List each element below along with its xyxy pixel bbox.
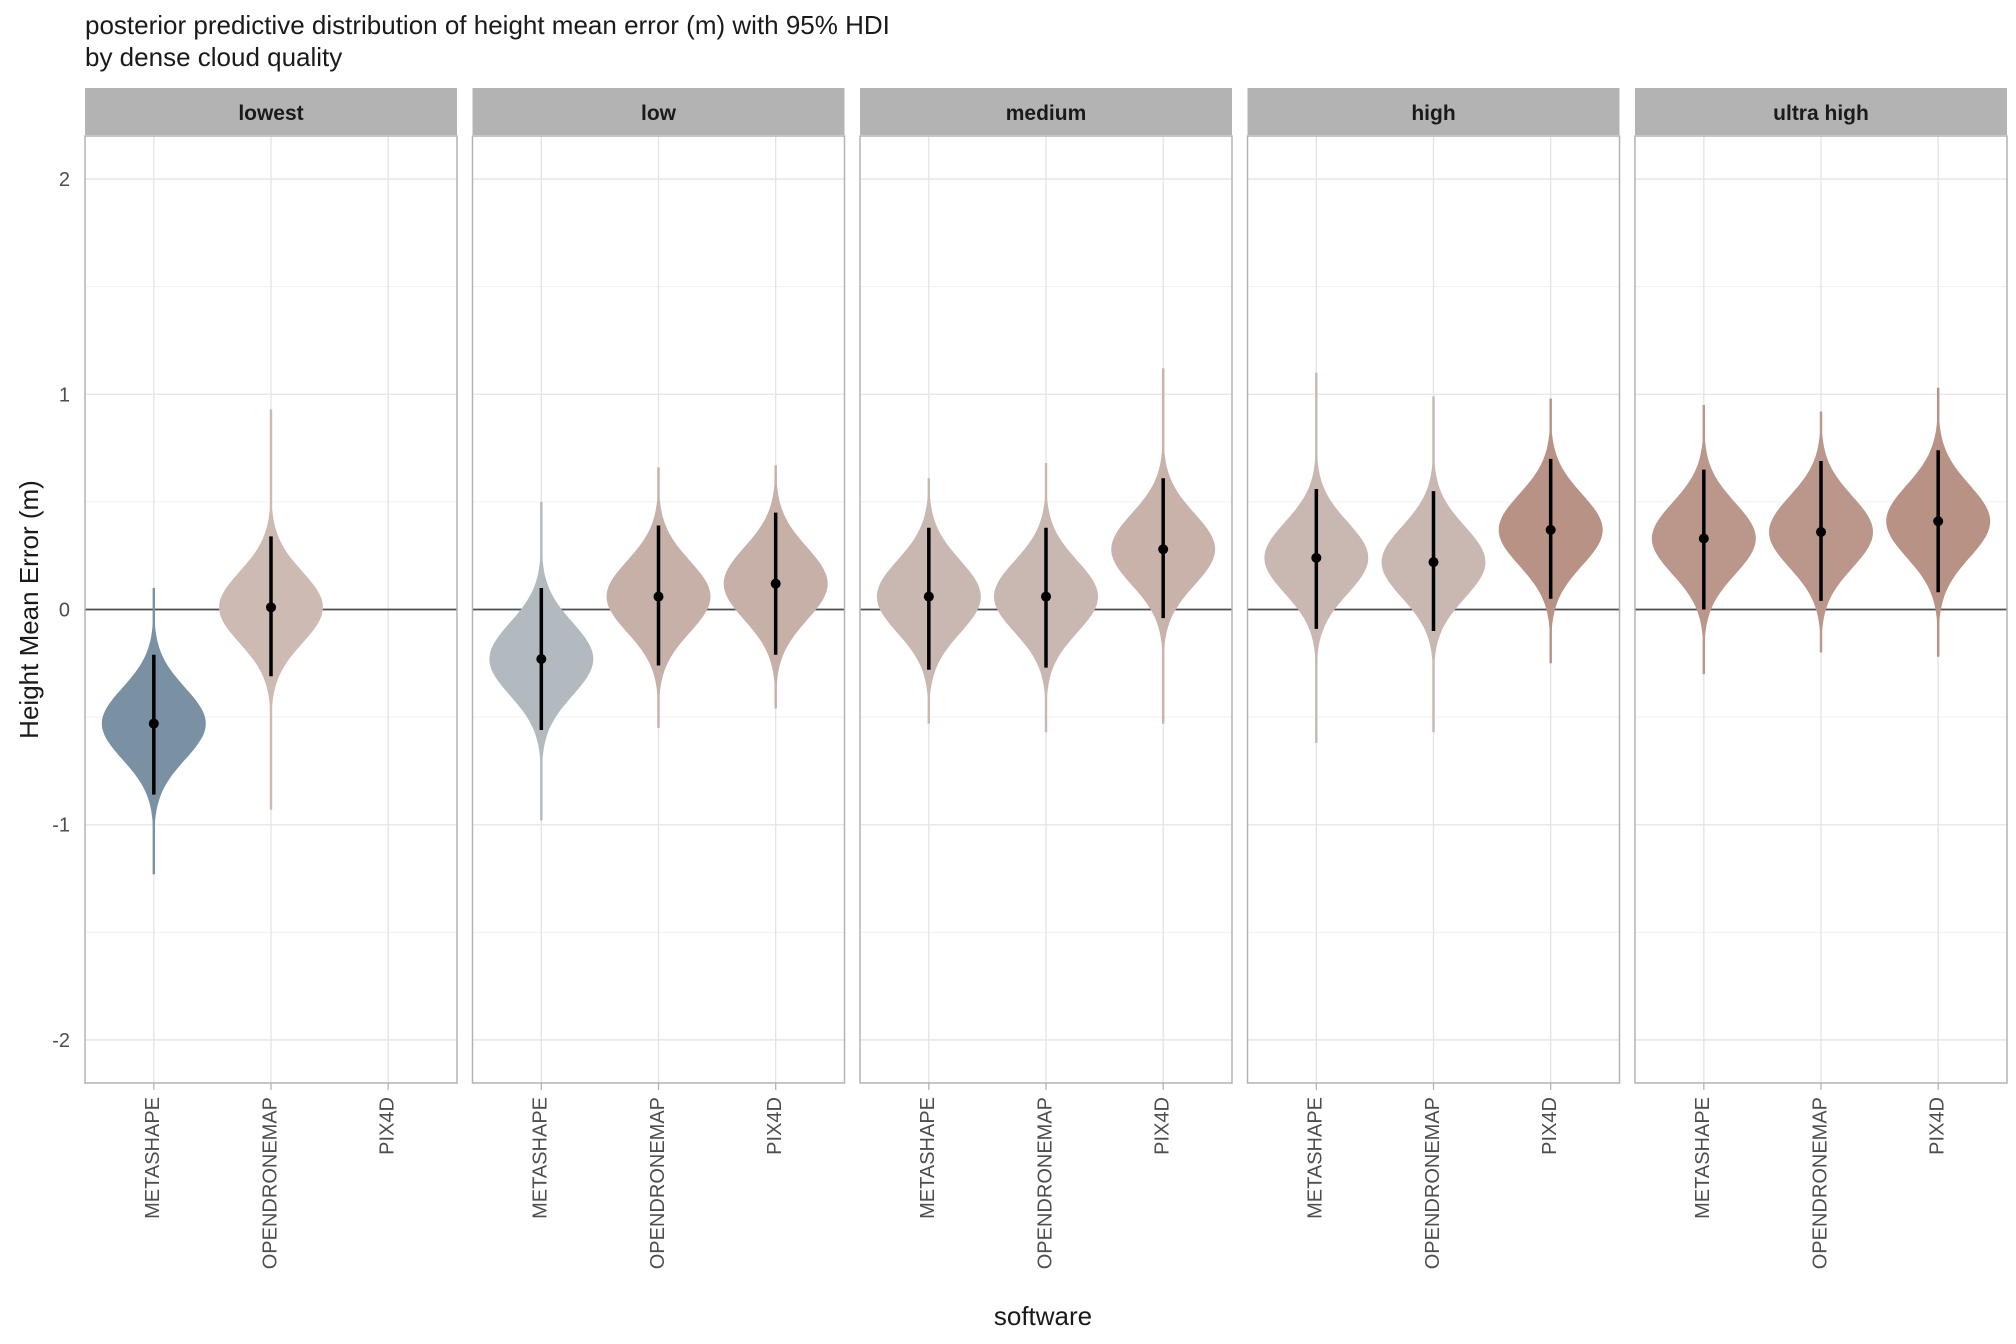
facet-strip [1247, 88, 1620, 135]
facet-strip [1635, 88, 2007, 135]
facet-label: medium [1006, 102, 1087, 125]
facet-label: high [1411, 102, 1455, 125]
y-tick-label: -2 [52, 1030, 70, 1052]
median-point [1698, 533, 1709, 544]
facet-label: low [641, 102, 677, 125]
median-point [1158, 544, 1169, 555]
y-tick-label: 0 [59, 600, 70, 622]
median-point [1041, 591, 1051, 602]
y-axis-title: Height Mean Error (m) [14, 480, 44, 739]
median-point [923, 591, 934, 602]
median-point [1545, 524, 1556, 535]
x-tick-label: METASHAPE [1305, 1097, 1327, 1219]
facet-strip [860, 88, 1232, 135]
x-axis-title: software [994, 1301, 1092, 1331]
median-point [653, 591, 664, 602]
median-point [1933, 516, 1944, 527]
x-tick-label: METASHAPE [1692, 1097, 1714, 1219]
median-point [1311, 552, 1322, 563]
median-point [770, 578, 781, 589]
facet-label: lowest [238, 102, 303, 125]
x-tick-label: PIX4D [1926, 1097, 1948, 1155]
y-tick-label: 1 [59, 384, 70, 406]
x-tick-label: PIX4D [764, 1097, 786, 1155]
x-tick-label: METASHAPE [917, 1097, 939, 1219]
x-tick-label: PIX4D [376, 1097, 398, 1155]
x-tick-label: METASHAPE [530, 1097, 552, 1219]
median-point [536, 654, 547, 665]
median-point [266, 602, 276, 613]
facet-label: ultra high [1773, 102, 1869, 125]
chart-subtitle: by dense cloud quality [85, 42, 343, 72]
x-tick-label: PIX4D [1151, 1097, 1173, 1155]
x-tick-label: METASHAPE [142, 1097, 164, 1219]
x-tick-label: OPENDRONEMAP [1422, 1097, 1444, 1269]
x-tick-label: OPENDRONEMAP [647, 1097, 669, 1269]
y-tick-label: 2 [59, 169, 70, 191]
x-tick-label: OPENDRONEMAP [259, 1097, 281, 1269]
y-tick-label: -1 [52, 815, 70, 837]
x-tick-label: OPENDRONEMAP [1034, 1097, 1056, 1269]
median-point [1816, 527, 1826, 538]
median-point [148, 718, 159, 729]
x-tick-label: PIX4D [1539, 1097, 1561, 1155]
x-tick-label: OPENDRONEMAP [1809, 1097, 1831, 1269]
chart-title: posterior predictive distribution of hei… [85, 10, 890, 40]
facet-strip [85, 88, 457, 135]
median-point [1428, 557, 1439, 568]
facet-strip [472, 88, 845, 135]
